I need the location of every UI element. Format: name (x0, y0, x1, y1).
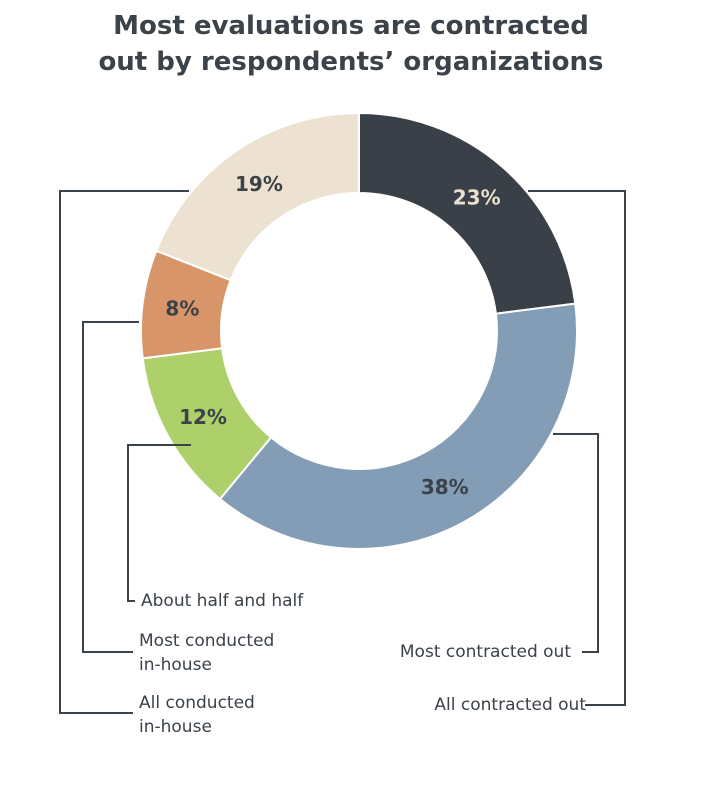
leader-line-all-conducted-in-house (59, 190, 189, 714)
legend-label-most-contracted-out: Most contracted out (400, 642, 571, 662)
legend-label-all-conducted-in-house: All conducted in-house (139, 693, 255, 737)
legend-label-about-half-and-half: About half and half (141, 591, 304, 611)
legend-label-line: Most conducted (139, 631, 274, 651)
legend-label-line: in-house (139, 655, 212, 675)
legend-label-line: About half and half (141, 591, 304, 611)
slice-label-most-contracted-out: 38% (421, 475, 469, 499)
chart-title-line-1: Most evaluations are contracted (113, 11, 589, 41)
legend-label-all-contracted-out: All contracted out (434, 695, 586, 715)
legend-label-line: All conducted (139, 693, 255, 713)
chart-title: Most evaluations are contracted out by r… (0, 8, 702, 80)
slice-all-contracted-out (358, 111, 577, 315)
leader-line-all-contracted-out (528, 190, 626, 706)
legend-label-line: in-house (139, 717, 212, 737)
leader-line-most-conducted-in-house (82, 321, 139, 653)
slice-label-all-contracted-out: 23% (453, 185, 501, 209)
leader-line-most-contracted-out (553, 433, 599, 653)
slice-label-most-conducted-in-house: 8% (165, 297, 199, 321)
slice-label-all-conducted-in-house: 19% (235, 172, 283, 196)
legend-label-line: All contracted out (434, 695, 586, 715)
leader-line-about-half-and-half (127, 444, 191, 602)
legend-label-line: Most contracted out (400, 642, 571, 662)
slice-most-contracted-out (218, 302, 578, 550)
legend-label-most-conducted-in-house: Most conducted in-house (139, 631, 274, 675)
slice-all-conducted-in-house (155, 111, 360, 282)
slice-label-about-half-and-half: 12% (179, 405, 227, 429)
chart-title-line-2: out by respondents’ organizations (98, 47, 604, 77)
